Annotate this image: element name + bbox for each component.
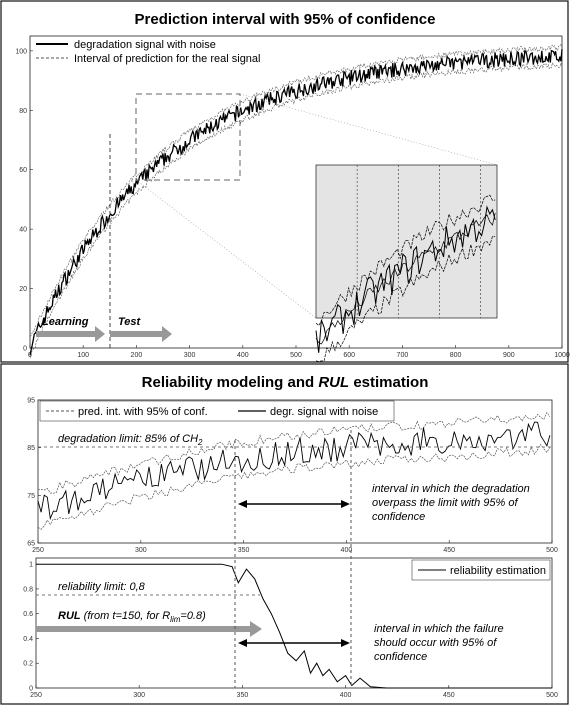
top-ytick-label: 0 [23,346,27,353]
title-rul: RUL [318,374,349,391]
test-arrow [110,326,172,342]
bottom-ytick-label: 0.2 [23,661,33,668]
zoom-box [135,93,241,181]
inset-noise-line [315,205,496,353]
middle-xtick-label: 300 [135,547,147,554]
inset-upper-line [315,194,496,327]
test-label: Test [118,316,142,328]
bottom-ytick-label: 1 [29,562,33,569]
top-interval-lower [29,62,563,359]
bottom-xtick-label: 400 [340,692,352,699]
middle-signal-line [37,421,551,521]
bottom-series-group [36,563,552,689]
middle-ytick-label: 75 [27,493,35,500]
top-xtick-label: 200 [131,352,143,359]
bottom-interval-arrowhead-right [341,639,350,647]
bottom-ytick-label: 0.4 [23,636,33,643]
top-ytick-label: 20 [19,286,27,293]
middle-xtick-label: 400 [341,547,353,554]
bottom-xtick-label: 500 [546,692,558,699]
middle-interval-lower [37,443,551,530]
middle-interval-line-2: overpass the limit with 95% of [372,497,518,509]
middle-chart-title: Reliability modeling and RUL estimation [142,374,429,391]
top-interval-upper [29,44,563,337]
bottom-xtick-label: 350 [237,692,249,699]
middle-interval-line-3: confidence [372,511,425,523]
learning-arrow [36,326,105,342]
middle-y-ticks: 65 75 85 95 [27,398,41,548]
bottom-interval-arrowhead-left [238,639,247,647]
middle-interval-line-1: interval in which the degradation [372,483,530,495]
middle-x-ticks: 250 300 350 400 450 500 [32,540,558,554]
top-xtick-label: 1000 [554,352,570,359]
top-xtick-label: 900 [503,352,515,359]
zoom-connector-top [239,93,498,166]
top-xtick-label: 800 [450,352,462,359]
bottom-ytick-label: 0.8 [23,586,33,593]
bottom-xtick-label: 250 [30,692,42,699]
middle-interval-upper [37,411,551,494]
top-xtick-label: 100 [77,352,89,359]
middle-legend-signal-label: degr. signal with noise [270,406,378,418]
top-ytick-label: 80 [19,108,27,115]
rul-label: RUL (from t=150, for Rlim=0.8) [58,610,206,624]
top-xtick-label: 0 [28,352,32,359]
middle-xtick-label: 350 [238,547,250,554]
top-xtick-label: 500 [290,352,302,359]
top-chart-title: Prediction interval with 95% of confiden… [135,11,436,28]
middle-series-group [37,411,551,530]
learning-label: Learning [42,316,89,328]
reliability-limit-label: reliability limit: 0,8 [58,581,146,593]
title-part-3: estimation [349,374,428,391]
middle-ytick-label: 95 [27,398,35,405]
middle-ytick-label: 65 [27,541,35,548]
top-xtick-label: 400 [237,352,249,359]
middle-plot-area [37,399,553,544]
inset-series-group [315,165,496,362]
bottom-interval-line-3: confidence [374,651,427,663]
degradation-limit-label: degradation limit: 85% of CH2 [58,433,203,447]
top-xtick-label: 600 [343,352,355,359]
middle-xtick-label: 250 [32,547,44,554]
middle-xtick-label: 450 [443,547,455,554]
inset-mid-line [315,212,496,345]
title-part-1: Reliability modeling and [142,374,319,391]
top-xtick-label: 300 [184,352,196,359]
bottom-legend-box [411,559,551,581]
top-ytick-label: 60 [19,167,27,174]
top-signal-line [29,49,563,356]
top-x-ticks: 0 100 200 300 400 500 600 700 800 900 1000 [28,345,570,359]
bottom-interval-line-1: interval in which the failure [374,623,504,635]
top-xtick-label: 700 [397,352,409,359]
bottom-interval-line-2: should occur with 95% of [374,637,497,649]
rul-arrow [36,621,262,637]
bottom-ytick-label: 0.6 [23,611,33,618]
reliability-line [36,563,552,689]
middle-legend-interval-label: pred. int. with 95% of conf. [78,406,208,418]
bottom-x-ticks: 250 300 350 400 450 500 [30,685,558,699]
bottom-ytick-label: 0 [29,686,33,693]
zoom-inset [315,164,498,319]
middle-legend-box [39,400,395,422]
middle-ytick-label: 85 [27,445,35,452]
bottom-y-ticks: 0 0.2 0.4 0.6 0.8 1 [23,562,39,693]
legend-interval-label: Interval of prediction for the real sign… [74,53,261,65]
middle-xtick-label: 500 [546,547,558,554]
middle-interval-arrowhead-right [341,500,350,508]
top-ytick-label: 40 [19,227,27,234]
bottom-xtick-label: 450 [443,692,455,699]
middle-interval-arrowhead-left [238,500,247,508]
legend-signal-label: degradation signal with noise [74,39,216,51]
bottom-xtick-label: 300 [133,692,145,699]
top-ytick-label: 100 [15,48,27,55]
bottom-legend-label: reliability estimation [450,565,546,577]
zoom-connector-bottom [135,179,317,319]
top-y-ticks: 0 20 40 60 80 100 [15,48,33,353]
top-series-group [29,44,563,359]
inset-lower-line [315,235,496,362]
